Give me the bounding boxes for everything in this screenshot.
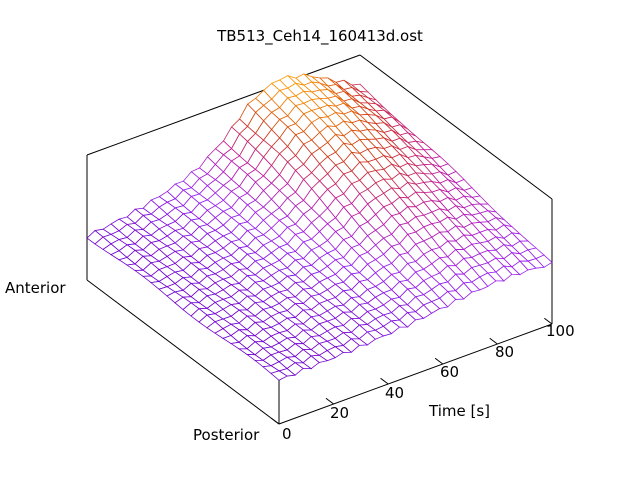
x-tick-label: 60 — [440, 363, 460, 381]
y-label-anterior: Anterior — [5, 279, 66, 297]
chart-title: TB513_Ceh14_160413d.ost — [217, 27, 423, 45]
x-tick — [434, 357, 444, 365]
x-axis-label: Time [s] — [429, 402, 490, 420]
surface-cell — [270, 370, 288, 381]
y-label-posterior: Posterior — [193, 426, 260, 444]
x-tick-label: 0 — [282, 425, 292, 443]
back-right-top-edge — [359, 54, 553, 200]
x-tick — [271, 417, 280, 425]
x-tick — [544, 317, 553, 325]
x-tick — [489, 337, 498, 345]
back-top-edge — [86, 54, 361, 156]
x-tick-label: 100 — [546, 322, 575, 340]
x-tick — [380, 377, 389, 385]
x-tick-label: 80 — [495, 343, 515, 361]
y-axis — [86, 279, 280, 425]
x-tick — [325, 397, 334, 405]
x-axis — [278, 323, 553, 425]
x-tick-label: 20 — [330, 404, 350, 422]
x-tick-label: 40 — [385, 384, 405, 402]
